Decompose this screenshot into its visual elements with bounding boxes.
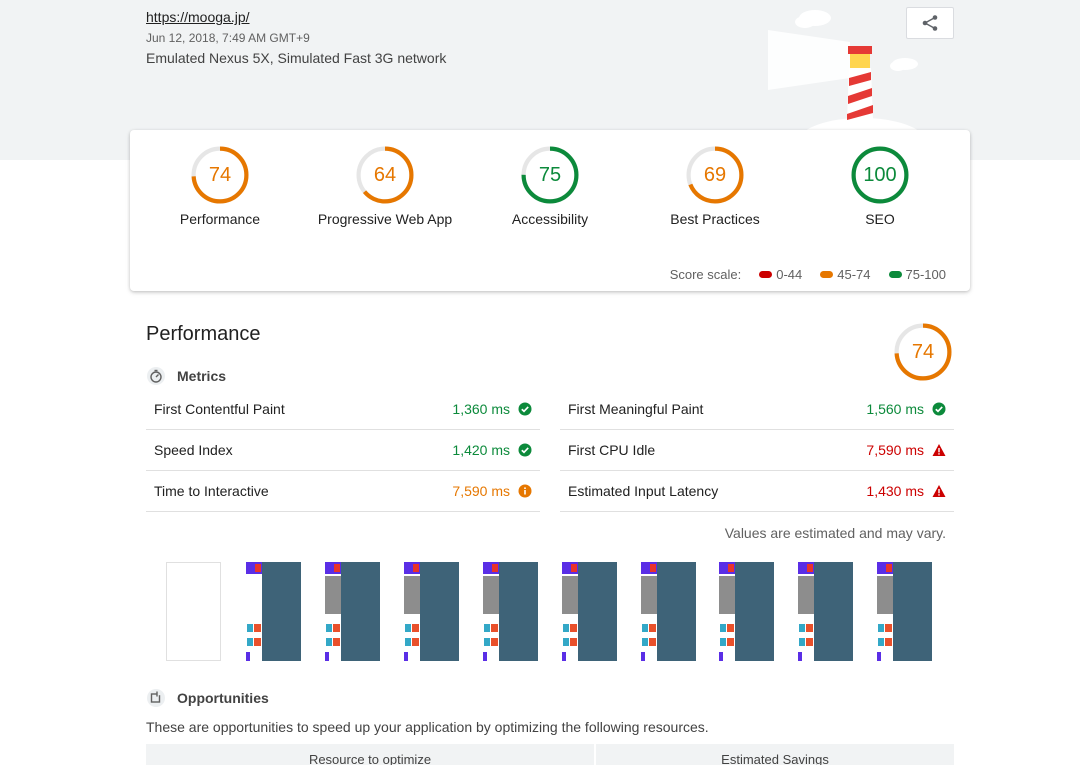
filmstrip-frame xyxy=(798,562,853,661)
metric-row: First Contentful Paint 1,360 ms xyxy=(146,389,540,430)
score-scale: Score scale: 0-44 45-74 75-100 xyxy=(670,267,946,282)
gauge-arc xyxy=(356,146,414,204)
metric-value: 7,590 ms xyxy=(866,442,946,458)
average-info-icon xyxy=(518,484,532,498)
metric-name: First Meaningful Paint xyxy=(568,401,704,417)
share-button[interactable] xyxy=(906,7,954,39)
metric-value-text: 1,560 ms xyxy=(866,401,924,417)
metrics-header: Metrics xyxy=(146,366,226,386)
gauge-arc xyxy=(851,146,909,204)
score-scale-label: Score scale: xyxy=(669,267,742,282)
report-date: Jun 12, 2018, 7:49 AM GMT+9 xyxy=(146,31,310,45)
filmstrip-frame xyxy=(483,562,538,661)
metric-value-text: 1,420 ms xyxy=(452,442,510,458)
column-savings[interactable]: Estimated Savings xyxy=(596,744,954,765)
gauge-arc xyxy=(191,146,249,204)
environment-info: Emulated Nexus 5X, Simulated Fast 3G net… xyxy=(146,50,447,66)
gauge-score: 74 xyxy=(208,164,232,186)
metric-row: Time to Interactive 7,590 ms xyxy=(146,471,540,512)
pass-check-icon xyxy=(518,402,532,416)
filmstrip-frame xyxy=(719,562,774,661)
filmstrip-frame xyxy=(246,562,301,661)
metric-name: Time to Interactive xyxy=(154,483,269,499)
opportunities-header: Opportunities xyxy=(146,688,269,708)
gauge-label: Accessibility xyxy=(511,211,589,227)
fail-warning-icon xyxy=(932,485,946,497)
fail-warning-icon xyxy=(932,444,946,456)
metrics-right-column: First Meaningful Paint 1,560 ms First CPU … xyxy=(560,389,954,512)
column-resource[interactable]: Resource to optimize xyxy=(146,744,594,765)
metric-value: 1,430 ms xyxy=(866,483,946,499)
gauge-label: Progressive Web App xyxy=(317,211,453,227)
scale-range-pass: 75-100 xyxy=(905,267,946,282)
gauge-accessibility[interactable]: 75 Accessibility xyxy=(470,145,630,227)
pass-check-icon xyxy=(518,443,532,457)
scale-range-average: 45-74 xyxy=(837,267,871,282)
filmstrip xyxy=(166,562,933,661)
performance-title: Performance xyxy=(146,323,261,345)
metric-row: First CPU Idle 7,590 ms xyxy=(560,430,954,471)
filmstrip-frame xyxy=(641,562,696,661)
metric-row: Speed Index 1,420 ms xyxy=(146,430,540,471)
pass-check-icon xyxy=(932,402,946,416)
metric-value-text: 7,590 ms xyxy=(452,483,510,499)
opportunities-table-header: Resource to optimize Estimated Savings xyxy=(146,744,954,765)
scale-swatch-average xyxy=(820,271,834,278)
scale-swatch-pass xyxy=(888,271,902,278)
metric-name: First CPU Idle xyxy=(568,442,656,458)
gauge-label: Performance xyxy=(179,211,261,227)
metric-value-text: 1,360 ms xyxy=(452,401,510,417)
gauge-ring xyxy=(356,146,414,204)
gauge-ring xyxy=(686,146,744,204)
filmstrip-frame xyxy=(404,562,459,661)
gauge-label: Best Practices xyxy=(670,211,760,227)
performance-score-gauge: 74 xyxy=(893,322,953,382)
metric-row: First Meaningful Paint 1,560 ms xyxy=(560,389,954,430)
metric-value: 1,560 ms xyxy=(866,401,946,417)
metric-value: 7,590 ms xyxy=(452,483,532,499)
gauge-label: SEO xyxy=(865,211,895,227)
metric-name: Estimated Input Latency xyxy=(568,483,719,499)
gauge-progressive-web-app[interactable]: 64 Progressive Web App xyxy=(305,145,465,227)
gauge-best-practices[interactable]: 69 Best Practices xyxy=(635,145,795,227)
scale-swatch-fail xyxy=(759,271,773,278)
metric-value: 1,360 ms xyxy=(452,401,532,417)
metrics-title: Metrics xyxy=(177,368,227,384)
share-icon xyxy=(922,15,938,31)
opportunities-title: Opportunities xyxy=(177,690,269,706)
filmstrip-frame xyxy=(325,562,380,661)
gauge-arc xyxy=(686,146,744,204)
gauge-ring xyxy=(191,146,249,204)
metric-name: First Contentful Paint xyxy=(154,401,285,417)
metric-value-text: 1,430 ms xyxy=(866,483,924,499)
performance-gauge-ring xyxy=(894,323,952,381)
metric-value: 1,420 ms xyxy=(452,442,532,458)
filmstrip-frame xyxy=(877,562,932,661)
opportunities-description: These are opportunities to speed up your… xyxy=(146,719,709,735)
gauge-performance[interactable]: 74 Performance xyxy=(140,145,300,227)
metric-name: Speed Index xyxy=(154,442,233,458)
gauge-ring xyxy=(851,146,909,204)
stopwatch-icon xyxy=(147,367,165,385)
gauge-seo[interactable]: 100 SEO xyxy=(800,145,960,227)
opportunity-icon xyxy=(147,689,165,707)
filmstrip-frame xyxy=(166,562,221,661)
filmstrip-frame xyxy=(562,562,617,661)
performance-score: 74 xyxy=(911,341,935,363)
gauge-score: 100 xyxy=(863,164,897,186)
page-url-link[interactable]: https://mooga.jp/ xyxy=(146,9,250,25)
metrics-estimate-note: Values are estimated and may vary. xyxy=(724,525,946,541)
gauge-ring xyxy=(521,146,579,204)
gauge-score: 75 xyxy=(538,164,562,186)
gauge-arc xyxy=(894,323,952,381)
scores-summary-card: 74 Performance 64 Progressive Web App 75 Acce… xyxy=(130,130,970,291)
scale-range-fail: 0-44 xyxy=(776,267,803,282)
gauge-arc xyxy=(521,146,579,204)
metric-value-text: 7,590 ms xyxy=(866,442,924,458)
metrics-left-column: First Contentful Paint 1,360 ms Speed Inde… xyxy=(146,389,540,512)
metric-row: Estimated Input Latency 1,430 ms xyxy=(560,471,954,512)
gauge-score: 64 xyxy=(373,164,397,186)
gauge-score: 69 xyxy=(703,164,727,186)
